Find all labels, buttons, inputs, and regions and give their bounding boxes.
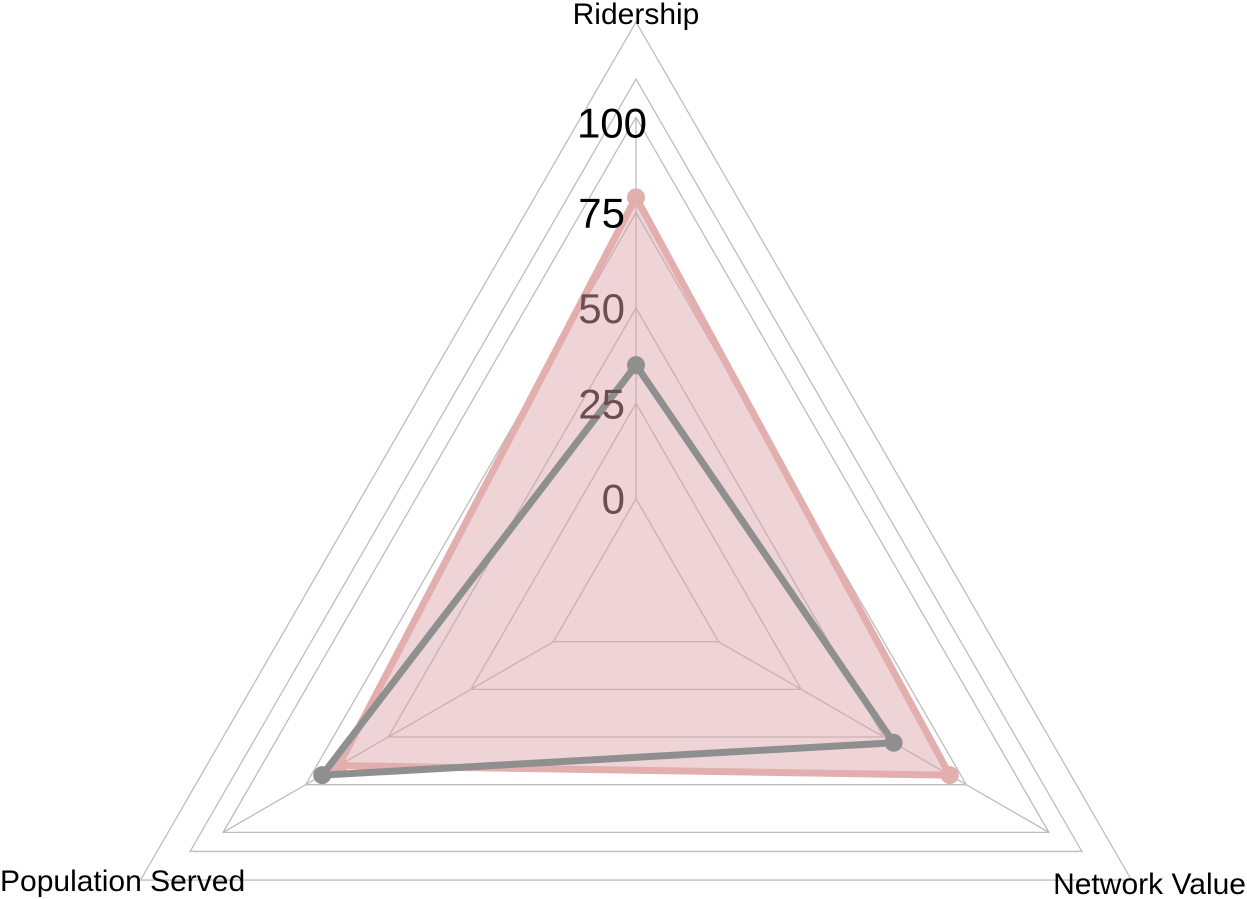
series-point	[627, 356, 645, 375]
series-point	[313, 766, 332, 785]
axis-label-network-value: Network Value	[1053, 868, 1246, 899]
grid-ring	[139, 20, 1133, 881]
tick-label: 25	[578, 380, 625, 427]
grid-ring	[221, 115, 1051, 834]
series-polygon	[335, 193, 954, 779]
series-polygon	[318, 361, 898, 779]
axis-label-population-served: Population Served	[0, 865, 245, 898]
tick-label: 75	[578, 190, 625, 237]
radar-tick-labels: 0 25 50 75 100	[577, 99, 647, 522]
series-point	[940, 766, 959, 785]
grid-spoke	[222, 641, 554, 833]
grid-spoke	[718, 641, 1050, 833]
axis-label-ridership: Ridership	[573, 0, 700, 31]
grid-ring	[188, 77, 1084, 853]
tick-label: 0	[602, 476, 625, 523]
grid-ring	[469, 401, 803, 690]
radar-series	[313, 188, 959, 785]
series-point	[884, 733, 903, 752]
grid-ring	[552, 497, 720, 643]
tick-label: 100	[577, 99, 647, 146]
tick-label: 50	[578, 285, 625, 332]
series-point	[627, 188, 645, 207]
